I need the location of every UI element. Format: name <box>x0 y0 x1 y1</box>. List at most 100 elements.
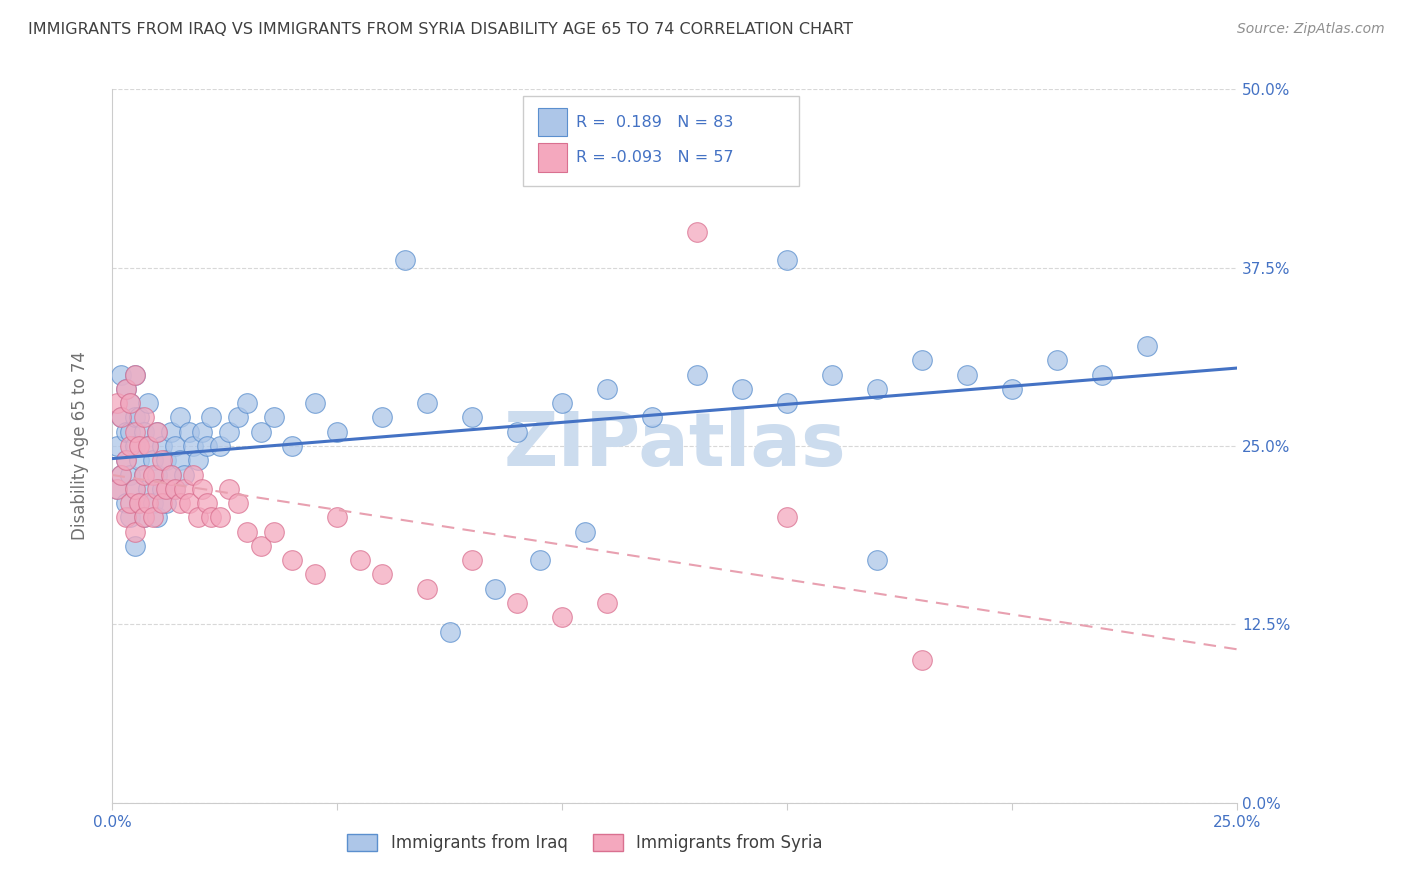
Point <box>115 510 138 524</box>
Point <box>165 439 187 453</box>
Point <box>120 467 142 482</box>
Point <box>115 382 138 396</box>
Point <box>124 482 146 496</box>
Point <box>731 382 754 396</box>
Point <box>416 396 439 410</box>
Point <box>191 482 214 496</box>
Point <box>142 467 165 482</box>
Point <box>132 467 155 482</box>
Point <box>956 368 979 382</box>
Point <box>142 496 165 510</box>
Point <box>200 510 222 524</box>
Point <box>124 368 146 382</box>
Point <box>439 624 461 639</box>
Point <box>177 496 200 510</box>
Point <box>150 496 173 510</box>
Point <box>529 553 551 567</box>
Point <box>138 396 160 410</box>
Point <box>1046 353 1069 368</box>
Point <box>110 368 132 382</box>
Point <box>551 610 574 624</box>
Point <box>776 510 799 524</box>
Point <box>183 439 205 453</box>
Point <box>866 553 889 567</box>
Point <box>574 524 596 539</box>
Point <box>281 553 304 567</box>
Point <box>551 396 574 410</box>
Point <box>371 410 394 425</box>
Point <box>209 510 232 524</box>
Point <box>138 482 160 496</box>
Point <box>138 439 160 453</box>
Point <box>128 496 150 510</box>
Point <box>115 425 138 439</box>
Point <box>187 453 209 467</box>
Point <box>150 453 173 467</box>
Point <box>169 410 191 425</box>
Point <box>110 410 132 425</box>
Point <box>105 482 128 496</box>
Point <box>461 410 484 425</box>
Point <box>218 482 240 496</box>
Point <box>394 253 416 268</box>
Point <box>165 482 187 496</box>
Point <box>776 396 799 410</box>
Point <box>169 453 191 467</box>
Point <box>250 539 273 553</box>
Point <box>142 510 165 524</box>
Point <box>263 524 285 539</box>
Point <box>128 439 150 453</box>
Point <box>641 410 664 425</box>
Point <box>200 410 222 425</box>
Point <box>124 425 146 439</box>
Point <box>596 596 619 610</box>
Point <box>866 382 889 396</box>
Point <box>155 496 177 510</box>
Point <box>187 510 209 524</box>
Point <box>304 396 326 410</box>
Point <box>371 567 394 582</box>
Point <box>146 425 169 439</box>
Point <box>155 482 177 496</box>
Point <box>155 453 177 467</box>
Point <box>110 467 132 482</box>
Point <box>115 382 138 396</box>
Text: Source: ZipAtlas.com: Source: ZipAtlas.com <box>1237 22 1385 37</box>
Point <box>326 425 349 439</box>
Point <box>124 410 146 425</box>
Point <box>124 482 146 496</box>
Point <box>461 553 484 567</box>
Point <box>911 353 934 368</box>
Point <box>236 524 259 539</box>
Point <box>209 439 232 453</box>
Point <box>236 396 259 410</box>
Point <box>115 453 138 467</box>
Point <box>124 524 146 539</box>
Point <box>132 510 155 524</box>
Point <box>128 496 150 510</box>
Point <box>120 425 142 439</box>
Point <box>138 439 160 453</box>
Point <box>506 425 529 439</box>
Point <box>115 453 138 467</box>
Point <box>120 510 142 524</box>
Text: R = -0.093   N = 57: R = -0.093 N = 57 <box>576 150 734 165</box>
Point <box>218 425 240 439</box>
Point <box>110 467 132 482</box>
Point <box>132 425 155 439</box>
Point <box>160 467 183 482</box>
Point <box>110 410 132 425</box>
Point <box>132 410 155 425</box>
Point <box>195 496 218 510</box>
FancyBboxPatch shape <box>523 96 799 186</box>
Point <box>128 453 150 467</box>
Point <box>228 410 250 425</box>
Point <box>146 425 169 439</box>
Point <box>1091 368 1114 382</box>
Point <box>115 496 138 510</box>
Point <box>1001 382 1024 396</box>
Point <box>150 482 173 496</box>
Point <box>132 467 155 482</box>
Legend: Immigrants from Iraq, Immigrants from Syria: Immigrants from Iraq, Immigrants from Sy… <box>340 827 830 859</box>
Point <box>484 582 506 596</box>
